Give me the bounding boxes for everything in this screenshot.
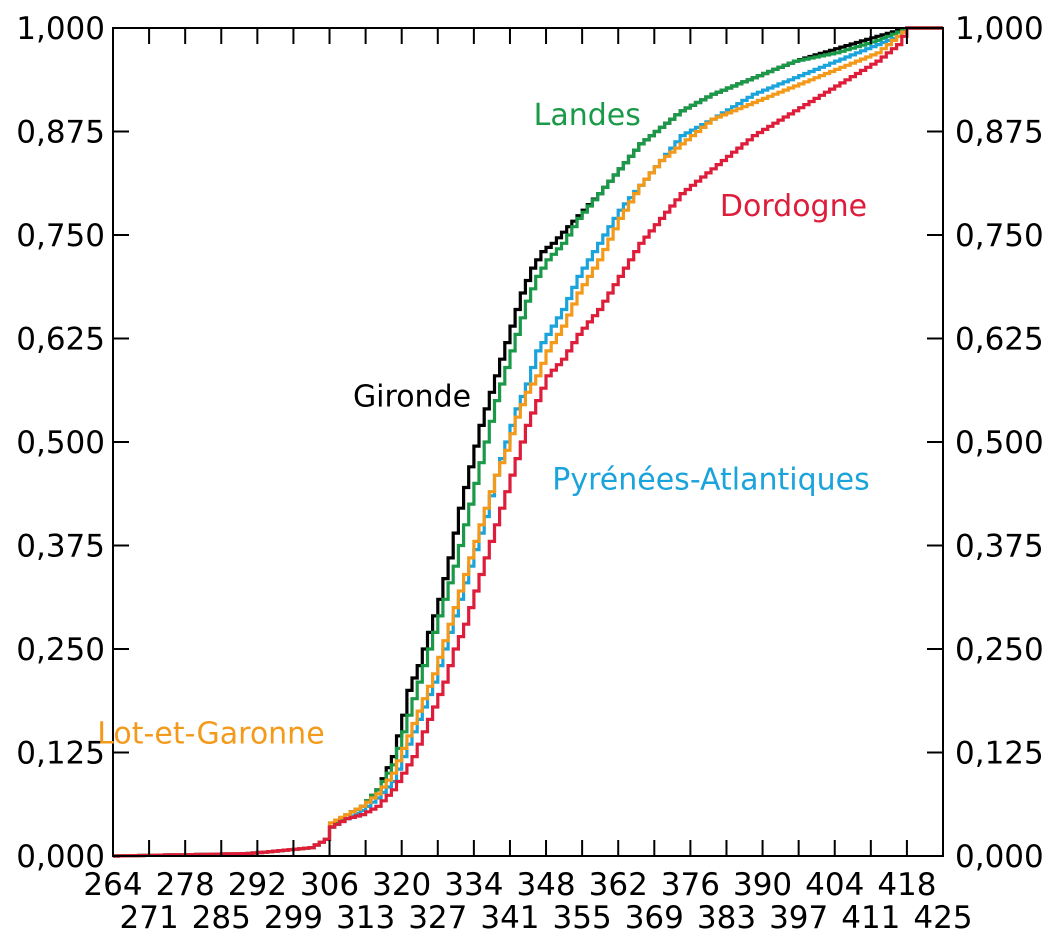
series-annotation-gironde: Gironde [353,379,471,414]
x-tick-label-row2: 425 [913,900,972,936]
x-tick-label-row1: 418 [877,867,936,903]
series-annotation-pyr-n-es-atlantiques: Pyrénées-Atlantiques [552,462,869,497]
x-tick-label-row2: 299 [264,900,323,936]
y-tick-label-right: 1,000 [955,11,1044,47]
x-tick-label-row2: 383 [697,900,756,936]
x-tick-label-row1: 334 [444,867,503,903]
y-tick-label-left: 0,250 [16,632,105,668]
x-tick-label-row1: 306 [300,867,359,903]
y-tick-label-right: 0,750 [955,218,1044,254]
x-tick-label-row2: 271 [120,900,179,936]
y-tick-label-left: 1,000 [16,11,105,47]
y-tick-label-left: 0,125 [16,736,105,772]
y-tick-label-right: 0,625 [955,322,1044,358]
y-tick-label-right: 0,375 [955,529,1044,565]
series-layer [113,26,943,858]
y-tick-label-right: 0,250 [955,632,1044,668]
x-tick-label-row1: 292 [228,867,287,903]
series-annotation-landes: Landes [534,98,641,133]
y-tick-label-left: 0,375 [16,529,105,565]
y-tick-label-right: 0,125 [955,736,1044,772]
x-tick-label-row2: 411 [841,900,900,936]
y-tick-label-left: 0,000 [16,839,105,875]
x-tick-label-row1: 264 [83,867,142,903]
y-tick-label-right: 0,875 [955,115,1044,151]
y-tick-label-right: 0,000 [955,839,1044,875]
y-tick-label-left: 0,875 [16,115,105,151]
x-tick-label-row1: 376 [661,867,720,903]
x-tick-label-row1: 320 [372,867,431,903]
x-tick-label-row2: 355 [553,900,612,936]
x-tick-label-row2: 327 [408,900,467,936]
x-tick-label-row2: 313 [336,900,395,936]
series-line-dordogne [113,26,943,858]
x-tick-label-row1: 348 [516,867,575,903]
y-tick-label-left: 0,500 [16,425,105,461]
x-tick-label-row2: 341 [480,900,539,936]
series-annotation-lot-et-garonne: Lot-et-Garonne [97,716,324,751]
x-tick-label-row1: 390 [733,867,792,903]
series-annotation-dordogne: Dordogne [720,189,867,224]
labels-layer: 0,000 0,000 0,125 0,125 0,250 0,250 0,375 0,375… [16,11,1044,936]
y-tick-label-left: 0,750 [16,218,105,254]
x-tick-label-row2: 285 [192,900,251,936]
ticks-layer [112,27,944,857]
x-tick-label-row2: 397 [769,900,828,936]
x-tick-label-row2: 369 [625,900,684,936]
y-tick-label-left: 0,625 [16,322,105,358]
y-tick-label-right: 0,500 [955,425,1044,461]
annotation-layer: Landes Dordogne Gironde Pyrénées-Atlantique… [97,98,869,752]
x-tick-label-row1: 278 [156,867,215,903]
x-tick-label-row1: 362 [589,867,648,903]
x-tick-label-row1: 404 [805,867,864,903]
